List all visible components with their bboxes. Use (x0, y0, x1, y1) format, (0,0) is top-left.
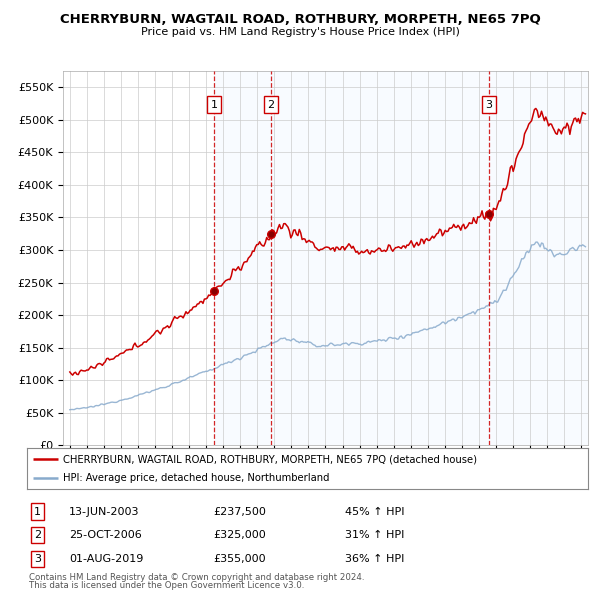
Text: 2: 2 (268, 100, 275, 110)
Text: This data is licensed under the Open Government Licence v3.0.: This data is licensed under the Open Gov… (29, 581, 304, 590)
Text: 25-OCT-2006: 25-OCT-2006 (69, 530, 142, 540)
Text: CHERRYBURN, WAGTAIL ROAD, ROTHBURY, MORPETH, NE65 7PQ (detached house): CHERRYBURN, WAGTAIL ROAD, ROTHBURY, MORP… (64, 454, 478, 464)
Text: CHERRYBURN, WAGTAIL ROAD, ROTHBURY, MORPETH, NE65 7PQ: CHERRYBURN, WAGTAIL ROAD, ROTHBURY, MORP… (59, 13, 541, 26)
Text: 01-AUG-2019: 01-AUG-2019 (69, 555, 143, 564)
Text: £355,000: £355,000 (213, 555, 266, 564)
Text: 3: 3 (34, 555, 41, 564)
Text: £325,000: £325,000 (213, 530, 266, 540)
Text: Price paid vs. HM Land Registry's House Price Index (HPI): Price paid vs. HM Land Registry's House … (140, 27, 460, 37)
Text: £237,500: £237,500 (213, 507, 266, 516)
Text: Contains HM Land Registry data © Crown copyright and database right 2024.: Contains HM Land Registry data © Crown c… (29, 572, 364, 582)
Text: 3: 3 (485, 100, 492, 110)
Text: 45% ↑ HPI: 45% ↑ HPI (345, 507, 404, 516)
Text: 36% ↑ HPI: 36% ↑ HPI (345, 555, 404, 564)
Bar (214, 71, 271, 445)
Text: 13-JUN-2003: 13-JUN-2003 (69, 507, 139, 516)
Text: 2: 2 (34, 530, 41, 540)
Text: 1: 1 (211, 100, 217, 110)
Text: 1: 1 (34, 507, 41, 516)
Text: HPI: Average price, detached house, Northumberland: HPI: Average price, detached house, Nort… (64, 473, 330, 483)
Bar (271, 71, 489, 445)
Text: 31% ↑ HPI: 31% ↑ HPI (345, 530, 404, 540)
Bar (489, 71, 588, 445)
